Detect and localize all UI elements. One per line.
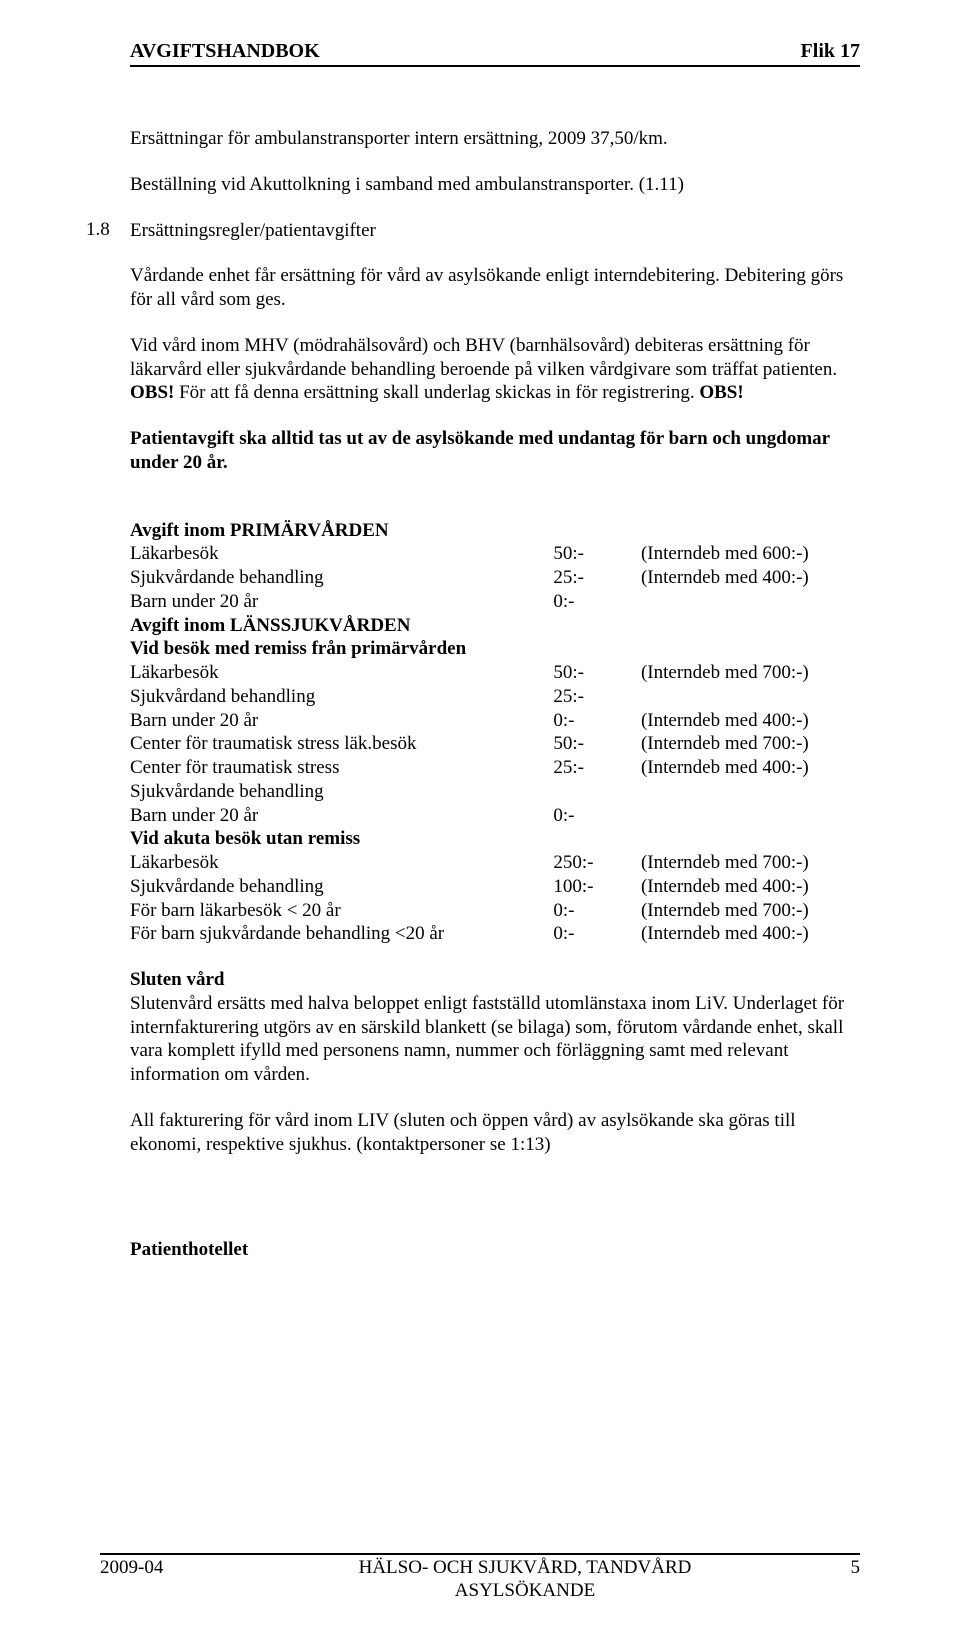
acute-heading: Vid akuta besök utan remiss	[130, 827, 553, 851]
intro-p1: Ersättningar för ambulanstransporter int…	[130, 127, 860, 151]
table-row: Sjukvårdand behandling 25:-	[130, 685, 860, 709]
footer-date: 2009-04	[100, 1557, 220, 1603]
section-p2c: För att få denna ersättning skall underl…	[174, 382, 699, 403]
section-p2a: Vid vård inom MHV (mödrahälsovård) och B…	[130, 335, 837, 380]
remiss-heading: Vid besök med remiss från primärvården	[130, 637, 553, 661]
table-row: Barn under 20 år 0:- (Interndeb med 400:…	[130, 709, 860, 733]
table-row: Läkarbesök 250:- (Interndeb med 700:-)	[130, 851, 860, 875]
table-row: Avgift inom PRIMÄRVÅRDEN	[130, 519, 860, 543]
county-heading: Avgift inom LÄNSSJUKVÅRDEN	[130, 614, 553, 638]
header-right: Flik 17	[801, 40, 860, 63]
footer-center-line2: ASYLSÖKANDE	[455, 1580, 595, 1601]
page-footer: 2009-04 HÄLSO- OCH SJUKVÅRD, TANDVÅRD AS…	[100, 1553, 860, 1603]
spacer	[130, 1178, 860, 1238]
page-header: AVGIFTSHANDBOK Flik 17	[130, 40, 860, 67]
closed-care-p1: Slutenvård ersätts med halva beloppet en…	[130, 992, 860, 1087]
table-row: För barn läkarbesök < 20 år 0:- (Internd…	[130, 899, 860, 923]
table-row: Läkarbesök 50:- (Interndeb med 600:-)	[130, 542, 860, 566]
header-left: AVGIFTSHANDBOK	[130, 40, 320, 63]
table-row: Center för traumatisk stress läk.besök 5…	[130, 732, 860, 756]
table-row: Barn under 20 år 0:-	[130, 590, 860, 614]
section-p2: Vid vård inom MHV (mödrahälsovård) och B…	[130, 334, 860, 405]
table-row: Vid akuta besök utan remiss	[130, 827, 860, 851]
spacer	[130, 946, 860, 968]
table-row: Avgift inom LÄNSSJUKVÅRDEN	[130, 614, 860, 638]
table-row: För barn sjukvårdande behandling <20 år …	[130, 922, 860, 946]
section-title: Ersättningsregler/patientavgifter	[130, 219, 376, 243]
document-body: Ersättningar för ambulanstransporter int…	[130, 127, 860, 1262]
footer-center-line1: HÄLSO- OCH SJUKVÅRD, TANDVÅRD	[359, 1557, 692, 1578]
table-row: Center för traumatisk stress 25:- (Inter…	[130, 756, 860, 780]
footer-rule	[100, 1553, 860, 1555]
table-row: Läkarbesök 50:- (Interndeb med 700:-)	[130, 661, 860, 685]
footer-page-number: 5	[830, 1557, 860, 1603]
intro-p2: Beställning vid Akuttolkning i samband m…	[130, 173, 860, 197]
footer-center: HÄLSO- OCH SJUKVÅRD, TANDVÅRD ASYLSÖKAND…	[220, 1557, 830, 1603]
closed-care-heading: Sluten vård	[130, 968, 860, 992]
fee-table: Avgift inom PRIMÄRVÅRDEN Läkarbesök 50:-…	[130, 519, 860, 947]
section-heading-row: 1.8 Ersättningsregler/patientavgifter	[130, 219, 860, 265]
document-page: AVGIFTSHANDBOK Flik 17 Ersättningar för …	[0, 0, 960, 1627]
spacer	[130, 497, 860, 519]
primary-heading: Avgift inom PRIMÄRVÅRDEN	[130, 519, 553, 543]
table-row: Vid besök med remiss från primärvården	[130, 637, 860, 661]
section-p3: Patientavgift ska alltid tas ut av de as…	[130, 427, 860, 475]
section-p2d: OBS!	[699, 382, 743, 403]
section-p2b: OBS!	[130, 382, 174, 403]
table-row: Sjukvårdande behandling 25:- (Interndeb …	[130, 566, 860, 590]
section-p1: Vårdande enhet får ersättning för vård a…	[130, 264, 860, 312]
table-row: Barn under 20 år 0:-	[130, 804, 860, 828]
table-row: Sjukvårdande behandling	[130, 780, 860, 804]
section-number: 1.8	[86, 219, 130, 241]
footer-row: 2009-04 HÄLSO- OCH SJUKVÅRD, TANDVÅRD AS…	[100, 1557, 860, 1603]
patienthotell-heading: Patienthotellet	[130, 1238, 860, 1262]
closed-care-p2: All fakturering för vård inom LIV (slute…	[130, 1109, 860, 1157]
table-row: Sjukvårdande behandling 100:- (Interndeb…	[130, 875, 860, 899]
